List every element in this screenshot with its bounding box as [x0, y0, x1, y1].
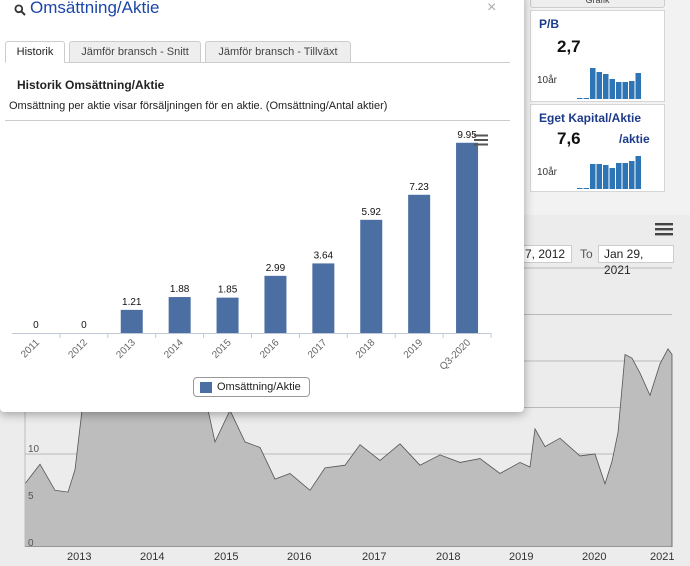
kpi-value: 7,6	[557, 129, 581, 148]
sparkline-bar	[596, 72, 602, 99]
tab-jamfor-snitt[interactable]: Jämför bransch - Snitt	[69, 41, 201, 63]
data-label-2011: 0	[33, 320, 39, 331]
data-label-2013: 1.21	[122, 297, 142, 308]
data-label-2014: 1.88	[170, 284, 190, 295]
kpi-value: 2,7	[557, 37, 581, 56]
sparkline-bar	[616, 163, 622, 189]
price-x-year: 2015	[214, 551, 239, 563]
sparkline-bar	[596, 164, 602, 189]
bar-2013[interactable]	[120, 309, 143, 333]
bar-2014[interactable]	[168, 297, 191, 333]
bar-2018[interactable]	[360, 219, 383, 333]
kpi-card-equity[interactable]: Eget Kapital/Aktie 7,6 /aktie 10år	[530, 104, 665, 192]
tab-jamfor-tillvaxt[interactable]: Jämför bransch - Tillväxt	[205, 41, 351, 63]
sparkline-bar	[629, 81, 635, 99]
data-label-2018: 5.92	[362, 207, 382, 218]
price-x-year: 2017	[362, 551, 387, 563]
x-tick-label: 2017	[306, 337, 330, 361]
x-tick-label: Q3-2020	[438, 337, 474, 373]
sparkline-bar	[622, 82, 628, 99]
data-label-2015: 1.85	[218, 285, 238, 296]
section-description: Omsättning per aktie visar försäljningen…	[9, 100, 388, 112]
bar-2019[interactable]	[408, 194, 431, 333]
sparkline-bar	[635, 156, 641, 189]
x-tick-label: 2014	[162, 337, 186, 361]
sparkline-bar	[577, 188, 583, 189]
bar-chart: 0 2011 0 2012 1.21 2013 1.88 2014 1.85 2015 2.99 20…	[12, 130, 492, 373]
data-label-2016: 2.99	[266, 263, 286, 274]
sparkline-bar	[590, 68, 596, 99]
sparkline-bar	[609, 79, 615, 99]
price-chart-menu-icon[interactable]	[655, 222, 673, 236]
kpi-card-pb[interactable]: P/B 2,7 10år	[530, 10, 665, 102]
sparkline-bar	[603, 165, 609, 189]
kpi-period: 10år	[537, 167, 558, 178]
date-to-input[interactable]: Jan 29, 2021	[598, 245, 674, 277]
x-tick-label: 2013	[114, 337, 138, 361]
close-icon[interactable]: ×	[487, 0, 497, 16]
x-tick-label: 2011	[19, 337, 42, 360]
price-x-year: 2018	[436, 551, 461, 563]
bar-2017[interactable]	[312, 263, 335, 333]
legend-label: Omsättning/Aktie	[217, 381, 301, 393]
chart-menu-icon[interactable]	[474, 134, 488, 146]
x-tick-label: 2012	[66, 337, 90, 361]
price-x-year: 2014	[140, 551, 165, 563]
kpi-sparkline	[577, 156, 641, 189]
date-to-label: To	[580, 247, 593, 261]
sparkline-bar	[622, 163, 628, 189]
price-x-year: 2013	[67, 551, 92, 563]
search-icon	[14, 4, 26, 16]
x-tick-label: 2015	[210, 337, 234, 361]
x-tick-label: 2019	[402, 337, 426, 361]
kpi-title: Eget Kapital/Aktie	[539, 111, 642, 125]
sparkline-bar	[583, 188, 589, 189]
chart-legend-item[interactable]: Omsättning/Aktie	[193, 377, 310, 397]
legend-swatch	[200, 381, 212, 393]
background-top-button[interactable]: Grafik	[530, 0, 665, 8]
price-y-label: 0	[28, 538, 34, 549]
sparkline-bar	[616, 82, 622, 99]
modal-title: Omsättning/Aktie	[30, 0, 160, 17]
data-label-2019: 7.23	[409, 182, 429, 193]
price-x-year: 2021	[650, 551, 675, 563]
date-from-input[interactable]: 7, 2012	[512, 245, 572, 263]
tab-bar: Historik Jämför bransch - Snitt Jämför b…	[5, 41, 510, 63]
x-tick-label: 2018	[354, 337, 378, 361]
bar-2016[interactable]	[264, 275, 287, 333]
sparkline-bar	[603, 74, 609, 99]
price-y-label: 5	[28, 491, 34, 502]
sparkline-bar	[609, 168, 615, 189]
kpi-sparkline	[577, 68, 641, 99]
price-x-year: 2020	[582, 551, 607, 563]
modal-dialog: Omsättning/Aktie × Historik Jämför brans…	[0, 0, 524, 412]
price-x-year: 2016	[287, 551, 312, 563]
x-tick-label: 2016	[258, 337, 282, 361]
sparkline-bar	[577, 98, 583, 99]
sparkline-bar	[590, 164, 596, 189]
section-divider	[5, 120, 510, 121]
price-x-year: 2019	[509, 551, 534, 563]
kpi-title: P/B	[539, 17, 560, 31]
data-label-2012: 0	[81, 320, 87, 331]
kpi-period: 10år	[537, 75, 558, 86]
sparkline-bar	[629, 161, 635, 189]
kpi-unit: /aktie	[619, 132, 650, 146]
data-label-2017: 3.64	[314, 250, 334, 261]
bar-2015[interactable]	[216, 297, 239, 333]
sparkline-bar	[635, 73, 641, 99]
bar-Q3-2020[interactable]	[456, 142, 479, 333]
tab-historik[interactable]: Historik	[5, 41, 65, 63]
section-title: Historik Omsättning/Aktie	[17, 78, 165, 92]
sparkline-bar	[583, 98, 589, 99]
price-y-label: 10	[28, 444, 40, 455]
data-label-Q3-2020: 9.95	[457, 130, 477, 141]
